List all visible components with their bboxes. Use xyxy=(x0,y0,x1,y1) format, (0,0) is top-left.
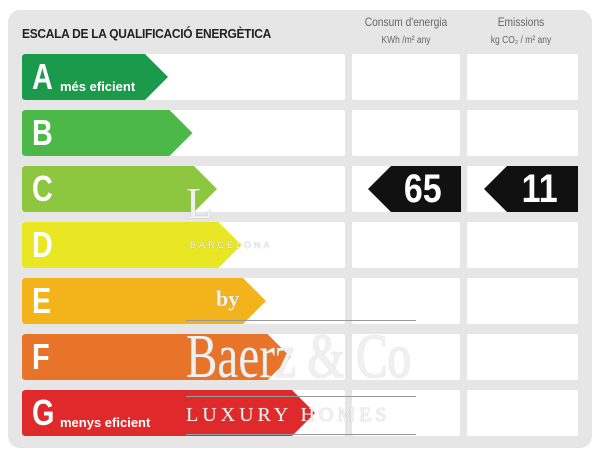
energy-cell xyxy=(352,54,460,100)
emissions-rating-value: 11 xyxy=(521,167,558,211)
class-letter: F xyxy=(32,336,50,377)
class-arrow-f: F xyxy=(22,334,291,380)
watermark-brand: Baerz & Co xyxy=(186,323,412,391)
watermark-divider xyxy=(186,396,416,397)
energy-cell xyxy=(352,278,460,324)
emissions-column-header: Emissions kg CO₂ / m² any xyxy=(473,14,568,49)
class-arrow-c: C xyxy=(22,166,217,212)
class-arrow-g: G menys eficient xyxy=(22,390,315,436)
energy-label: Consum d'energia xyxy=(364,15,448,29)
emissions-rating-arrow: 11 xyxy=(484,166,578,212)
class-arrow-d: D xyxy=(22,222,242,268)
energy-unit: KWh /m² any xyxy=(381,35,431,46)
label-title: ESCALA DE LA QUALIFICACIÓ ENERGÈTICA xyxy=(22,26,271,41)
energy-cell xyxy=(352,222,460,268)
emissions-unit: kg CO₂ / m² any xyxy=(490,35,552,46)
class-letter: B xyxy=(32,112,53,153)
energy-cell xyxy=(352,390,460,436)
class-arrow-e: E xyxy=(22,278,266,324)
watermark-divider xyxy=(186,434,416,435)
emissions-cell xyxy=(467,110,578,156)
energy-rating-value: 65 xyxy=(404,167,442,211)
emissions-cell xyxy=(467,390,578,436)
class-caption: més eficient xyxy=(60,79,136,94)
class-letter: A xyxy=(32,56,53,97)
emissions-cell xyxy=(467,54,578,100)
class-arrow-b: B xyxy=(22,110,193,156)
class-letter: G xyxy=(32,392,55,433)
class-letter: D xyxy=(32,224,53,265)
watermark-city: BARCELONA xyxy=(190,240,273,250)
emissions-cell xyxy=(467,278,578,324)
energy-cell xyxy=(352,110,460,156)
energy-rating-arrow: 65 xyxy=(368,166,461,212)
energy-cell xyxy=(352,334,460,380)
emissions-label: Emissions xyxy=(497,15,545,29)
class-letter: E xyxy=(32,280,52,321)
energy-column-header: Consum d'energia KWh /m² any xyxy=(358,14,453,49)
emissions-cell xyxy=(467,222,578,268)
class-caption: menys eficient xyxy=(60,415,151,430)
class-arrow-a: A més eficient xyxy=(22,54,168,100)
watermark-divider xyxy=(186,320,416,321)
class-letter: C xyxy=(32,168,53,209)
watermark-by: by xyxy=(216,286,240,311)
watermark-tagline: LUXURY HOMES xyxy=(186,404,391,426)
watermark-logo-top: L xyxy=(186,179,213,228)
emissions-cell xyxy=(467,334,578,380)
